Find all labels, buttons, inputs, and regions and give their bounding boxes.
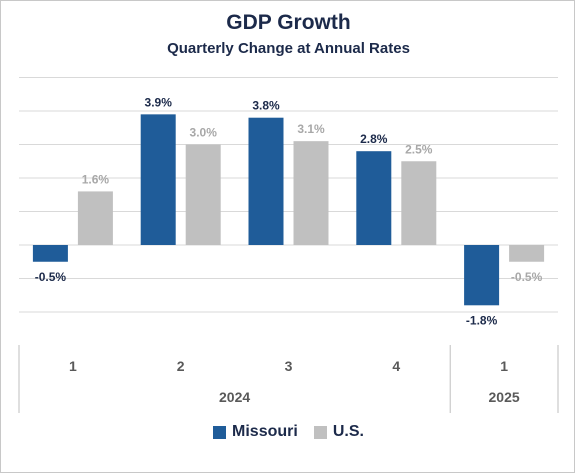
data-labels: -0.5% 1.6% 3.9% 3.0% 3.8% 3.1% 2.8% 2.5% -1.8% -0… <box>35 95 543 327</box>
quarter-label: 4 <box>392 358 400 374</box>
bar-us <box>509 245 545 262</box>
data-label-missouri: 3.8% <box>252 99 280 113</box>
data-label-missouri: 3.9% <box>145 95 173 109</box>
bar-us <box>401 161 437 245</box>
data-label-us: 3.1% <box>297 122 325 136</box>
legend-label-us: U.S. <box>332 423 364 440</box>
data-label-missouri: 2.8% <box>360 132 388 146</box>
bar-missouri <box>248 117 284 245</box>
data-label-missouri: -1.8% <box>466 313 498 327</box>
year-label: 2025 <box>489 389 520 405</box>
legend: Missouri U.S. <box>1 423 575 441</box>
data-label-us: 3.0% <box>190 126 218 140</box>
legend-item-us: U.S. <box>313 423 364 441</box>
chart-title: GDP Growth <box>226 11 351 34</box>
legend-item-missouri: Missouri <box>213 423 298 441</box>
bar-missouri <box>356 151 392 245</box>
category-axis: 2024 2025 1 2 3 4 1 <box>18 345 559 413</box>
legend-swatch-missouri <box>213 425 227 439</box>
data-label-missouri: -0.5% <box>35 270 67 284</box>
bar-missouri <box>32 245 68 262</box>
data-label-us: 1.6% <box>82 172 110 186</box>
data-label-us: -0.5% <box>511 270 543 284</box>
quarter-label: 1 <box>69 358 77 374</box>
data-label-us: 2.5% <box>405 142 433 156</box>
bar-us <box>77 191 113 245</box>
bar-missouri <box>140 114 176 245</box>
quarter-label: 2 <box>177 358 185 374</box>
quarter-label: 3 <box>285 358 293 374</box>
bar-us <box>185 144 221 245</box>
quarter-label: 1 <box>500 358 508 374</box>
year-label: 2024 <box>219 389 250 405</box>
bar-us <box>293 141 329 245</box>
chart-subtitle: Quarterly Change at Annual Rates <box>167 40 410 57</box>
legend-swatch-us <box>313 425 327 439</box>
legend-label-missouri: Missouri <box>232 423 298 440</box>
bar-missouri <box>464 245 500 306</box>
bar-chart: -0.5% 1.6% 3.9% 3.0% 3.8% 3.1% 2.8% 2.5% -1.8% -0… <box>18 77 559 413</box>
bars <box>32 114 545 306</box>
